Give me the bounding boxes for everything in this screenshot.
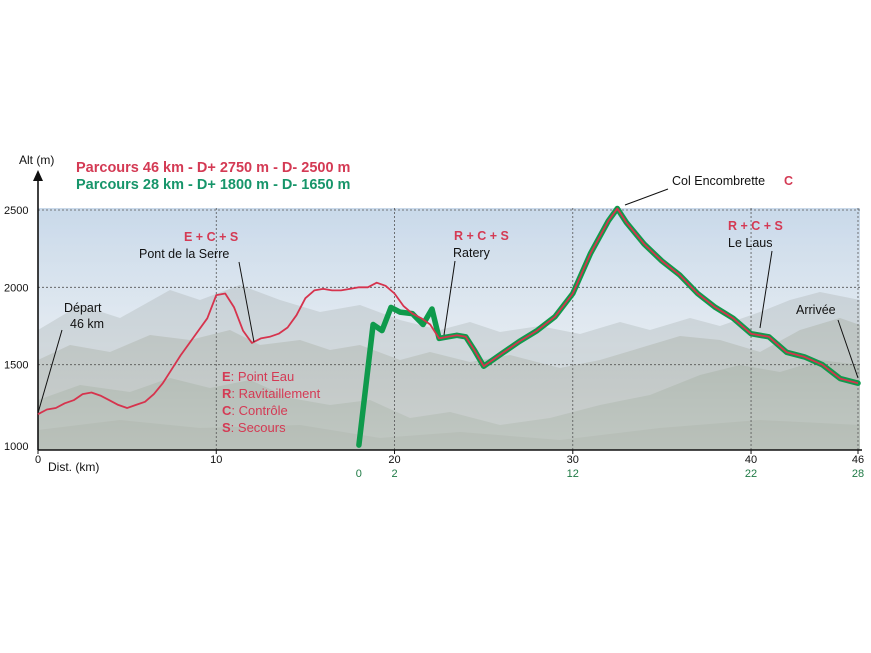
legend-item-point-eau: E: Point Eau bbox=[222, 369, 294, 384]
title-short-route: Parcours 28 km - D+ 1800 m - D- 1650 m bbox=[76, 177, 350, 193]
annotation-leader-pont-de-la-serre bbox=[238, 261, 255, 343]
legend-item-ravitaillement: R: Ravitaillement bbox=[222, 386, 321, 401]
secondary-x-tick-label-22: 22 bbox=[745, 468, 757, 480]
background-panorama bbox=[38, 208, 860, 450]
grid-lines bbox=[38, 208, 862, 450]
annotation-leader-depart bbox=[37, 329, 63, 414]
secondary-x-tick-label-12: 12 bbox=[567, 468, 579, 480]
annotation-le-laus: Le Laus bbox=[728, 236, 772, 250]
x-tick-label-10: 10 bbox=[210, 454, 222, 466]
series-layer bbox=[37, 205, 861, 448]
annotation-leader-le-laus bbox=[759, 250, 773, 329]
series-line-46km bbox=[37, 207, 859, 415]
annotation-col-encombrette: Col Encombrette bbox=[672, 174, 765, 188]
annotation-depart: Départ 46 km bbox=[64, 301, 104, 331]
legend-item-secours: S: Secours bbox=[222, 420, 286, 435]
annotation-code-col-encombrette: C bbox=[784, 174, 793, 188]
secondary-x-tick-label-0: 0 bbox=[356, 468, 362, 480]
y-tick-label-1500: 1500 bbox=[4, 360, 28, 372]
annotations: Départ 46 km E + C + S Pont de la Serre R… bbox=[37, 174, 859, 414]
secondary-x-tick-label-2: 2 bbox=[391, 468, 397, 480]
x-tick-label-20: 20 bbox=[388, 454, 400, 466]
annotation-code-le-laus: R + C + S bbox=[728, 219, 783, 233]
x-axis-label: Dist. (km) bbox=[48, 460, 99, 474]
y-axis-label: Alt (m) bbox=[19, 153, 54, 167]
x-tick-label-40: 40 bbox=[745, 454, 757, 466]
y-tick-label-2500: 2500 bbox=[4, 205, 28, 217]
y-tick-label-1000: 1000 bbox=[4, 441, 28, 453]
axis-ticks: 1000 1500 2000 2500 0 10 20 30 40 46 0 2 12 22 28 bbox=[4, 205, 864, 480]
y-axis-arrow bbox=[33, 170, 43, 181]
annotation-pont-de-la-serre: Pont de la Serre bbox=[139, 247, 229, 261]
annotation-code-pont-de-la-serre: E + C + S bbox=[184, 230, 238, 244]
annotation-code-ratery: R + C + S bbox=[454, 229, 509, 243]
annotation-leader-col-encombrette bbox=[624, 188, 669, 206]
secondary-x-tick-label-28: 28 bbox=[852, 468, 864, 480]
title-long-route: Parcours 46 km - D+ 2750 m - D- 2500 m bbox=[76, 160, 350, 176]
x-tick-label-30: 30 bbox=[567, 454, 579, 466]
legend-item-controle: C: Contrôle bbox=[222, 403, 288, 418]
x-tick-label-46: 46 bbox=[852, 454, 864, 466]
annotation-ratery: Ratery bbox=[453, 246, 491, 260]
annotation-leader-ratery bbox=[443, 260, 456, 336]
axes: Alt (m) Dist. (km) bbox=[19, 153, 862, 474]
legend: E: Point Eau R: Ravitaillement C: Contrô… bbox=[222, 369, 321, 435]
y-tick-label-2000: 2000 bbox=[4, 282, 28, 294]
annotation-leader-arrivee bbox=[837, 319, 859, 379]
annotation-arrivee: Arrivée bbox=[796, 303, 836, 317]
x-tick-label-0: 0 bbox=[35, 454, 41, 466]
